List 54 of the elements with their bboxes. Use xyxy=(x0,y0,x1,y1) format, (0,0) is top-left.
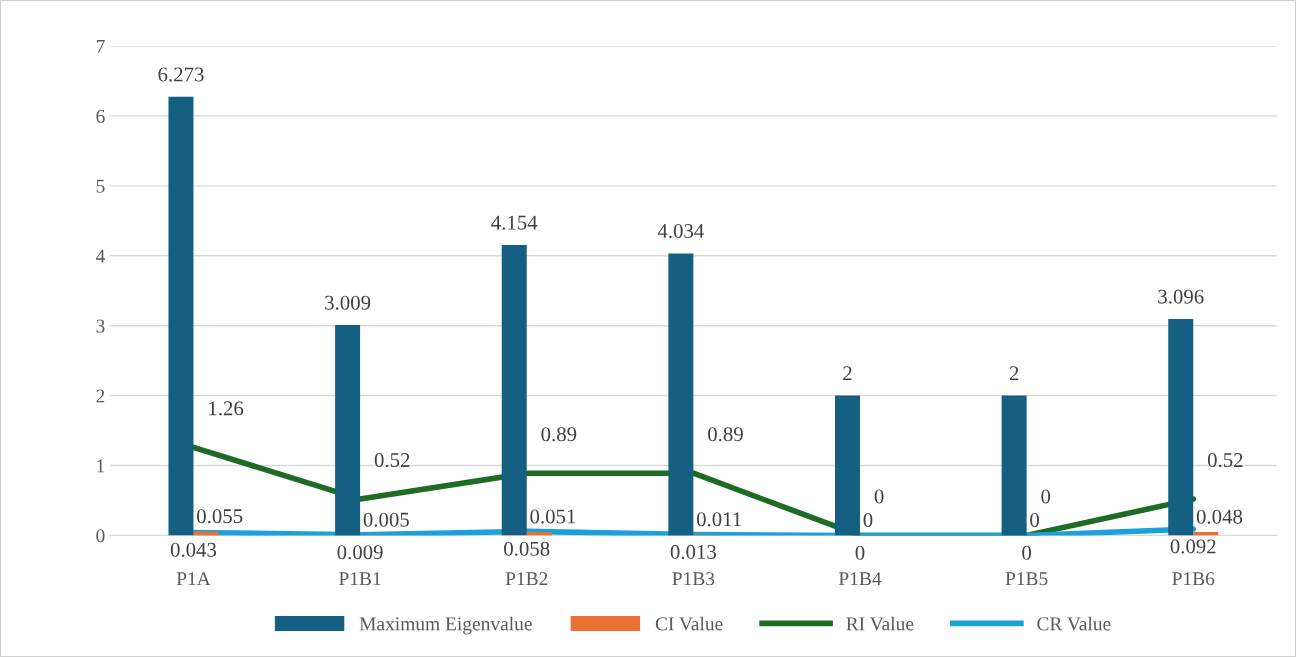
data-label: 0 xyxy=(874,489,884,504)
data-label: 0.89 xyxy=(541,427,577,442)
data-label: 0 xyxy=(1022,545,1032,560)
y-tick-label: 5 xyxy=(96,179,105,193)
data-label: 0 xyxy=(855,545,865,560)
data-label: 0.013 xyxy=(670,544,716,560)
data-label: 0.043 xyxy=(170,542,217,557)
data-label: 1.26 xyxy=(209,401,244,416)
data-label: 0 xyxy=(1041,489,1051,504)
legend-label: CR Value xyxy=(1037,616,1111,631)
y-tick-label: 3 xyxy=(96,319,105,333)
data-label: 0 xyxy=(1030,513,1040,528)
bar xyxy=(834,395,860,536)
data-label: 0.092 xyxy=(1170,539,1216,554)
y-tick-label: 7 xyxy=(96,40,105,53)
data-label: 0.051 xyxy=(530,509,576,524)
data-label: 0.009 xyxy=(337,545,383,560)
x-tick-label: P1B4 xyxy=(838,572,882,586)
data-label: 4.154 xyxy=(491,215,538,230)
x-tick-label: P1B3 xyxy=(672,572,715,586)
data-label: 3.009 xyxy=(325,295,371,310)
bar xyxy=(335,325,361,536)
data-label: 0.52 xyxy=(374,453,410,468)
data-label: 0.005 xyxy=(363,512,409,527)
bar xyxy=(1168,318,1194,536)
y-tick-label: 2 xyxy=(96,389,105,403)
data-label: 0.011 xyxy=(696,512,741,527)
data-label: 4.034 xyxy=(657,223,704,239)
legend-label: Maximum Eigenvalue xyxy=(359,616,532,635)
y-tick-label: 1 xyxy=(97,459,105,473)
x-tick-label: P1B2 xyxy=(505,572,548,586)
data-label: 0 xyxy=(863,513,873,528)
x-tick-label: P1A xyxy=(176,572,211,586)
y-tick-label: 6 xyxy=(96,109,105,123)
data-label: 2 xyxy=(843,366,852,381)
data-label: 0.055 xyxy=(197,509,243,524)
data-label: 0.048 xyxy=(1196,509,1243,524)
x-tick-label: P1B5 xyxy=(1005,572,1048,586)
data-label: 3.096 xyxy=(1158,289,1204,304)
bar xyxy=(501,244,527,536)
data-label: 0.89 xyxy=(708,427,743,442)
bar xyxy=(168,96,194,536)
bar xyxy=(1001,395,1027,536)
legend-label: RI Value xyxy=(846,616,914,631)
y-tick-label: 0 xyxy=(96,529,105,543)
data-label: 0.058 xyxy=(504,541,550,556)
data-label: 2 xyxy=(1009,366,1019,381)
data-label: 6.273 xyxy=(158,67,204,82)
x-tick-label: P1B1 xyxy=(339,572,381,586)
data-label: 0.52 xyxy=(1207,453,1243,468)
bar xyxy=(668,253,694,536)
y-tick-label: 4 xyxy=(95,249,105,263)
x-tick-label: P1B6 xyxy=(1172,572,1215,586)
legend-label: CI Value xyxy=(655,616,723,631)
